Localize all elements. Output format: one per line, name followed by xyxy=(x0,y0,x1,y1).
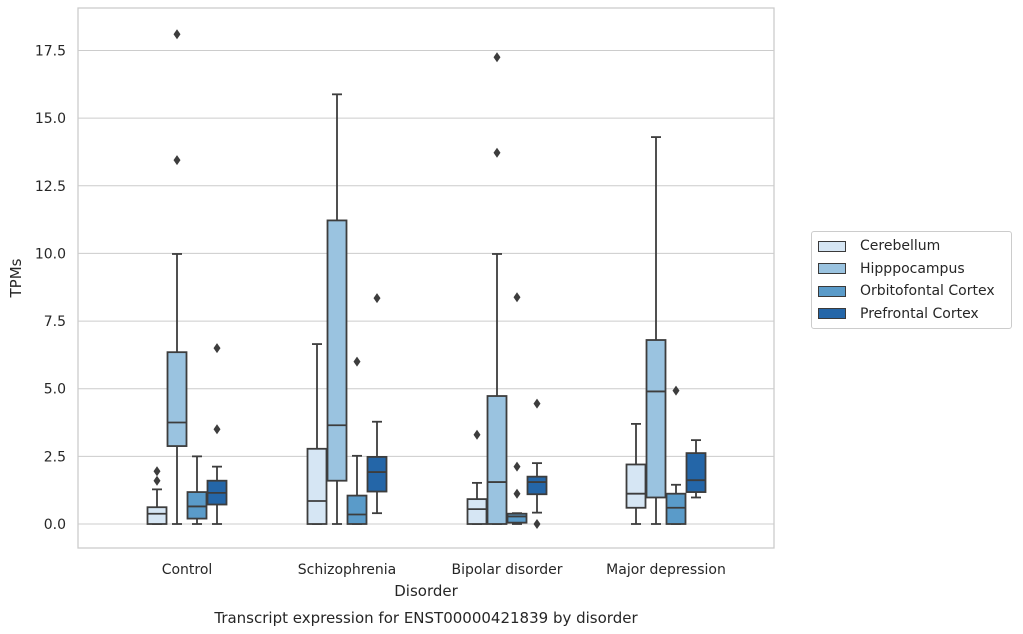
box-iqr xyxy=(166,351,188,447)
outlier-point xyxy=(173,155,181,166)
outlier-point xyxy=(353,356,361,367)
plot-frame xyxy=(77,7,775,549)
outlier-point xyxy=(473,429,481,440)
legend: Cerebellum Hipppocampus Orbitofontal Cor… xyxy=(811,231,1012,329)
x-tick-label: Control xyxy=(162,562,213,578)
box-iqr xyxy=(186,491,208,520)
box-hipppocampus-1 xyxy=(326,93,348,525)
legend-item-orbitofrontal-cortex: Orbitofontal Cortex xyxy=(812,280,1011,303)
outlier-point xyxy=(373,293,381,304)
box-iqr xyxy=(346,494,368,525)
box-prefrontal-cortex-1 xyxy=(366,293,388,515)
box-cerebellum-3 xyxy=(625,422,647,525)
chart-caption: Transcript expression for ENST0000042183… xyxy=(213,609,638,627)
outlier-point xyxy=(153,475,161,486)
outlier-point xyxy=(672,385,680,396)
outlier-point xyxy=(213,343,221,354)
box-prefrontal-cortex-2 xyxy=(526,398,548,529)
legend-item-cerebellum: Cerebellum xyxy=(812,235,1011,258)
box-iqr xyxy=(506,512,528,524)
box-hipppocampus-3 xyxy=(645,136,667,525)
y-tick-label: 17.5 xyxy=(35,44,66,60)
box-iqr xyxy=(306,447,328,525)
y-tick-label: 10.0 xyxy=(35,246,66,262)
box-iqr xyxy=(665,492,687,525)
outlier-point xyxy=(173,29,181,40)
box-prefrontal-cortex-0 xyxy=(206,343,228,525)
outlier-point xyxy=(533,398,541,409)
x-tick-label: Major depression xyxy=(606,562,726,578)
box-orbitofontal-cortex-1 xyxy=(346,356,368,525)
box-hipppocampus-0 xyxy=(166,29,188,525)
legend-swatch xyxy=(818,308,846,320)
legend-item-hippocampus: Hipppocampus xyxy=(812,258,1011,281)
outlier-point xyxy=(513,461,521,472)
box-cerebellum-1 xyxy=(306,343,328,525)
legend-swatch xyxy=(818,240,846,252)
outlier-point xyxy=(213,424,221,435)
legend-label: Cerebellum xyxy=(860,238,941,255)
box-orbitofontal-cortex-2 xyxy=(506,292,528,525)
y-axis-label: TPMs xyxy=(7,258,25,298)
outlier-point xyxy=(513,292,521,303)
legend-swatch xyxy=(818,285,846,297)
box-iqr xyxy=(326,219,348,482)
box-iqr xyxy=(625,463,647,509)
box-iqr xyxy=(486,395,508,525)
outlier-point xyxy=(493,52,501,63)
box-iqr xyxy=(146,506,168,525)
box-cerebellum-0 xyxy=(146,466,168,525)
box-orbitofontal-cortex-0 xyxy=(186,455,208,525)
box-hipppocampus-2 xyxy=(486,52,508,525)
box-iqr xyxy=(466,498,488,525)
y-tick-label: 5.0 xyxy=(44,382,66,398)
y-tick-label: 15.0 xyxy=(35,111,66,127)
y-tick-label: 12.5 xyxy=(35,179,66,195)
x-tick-label: Bipolar disorder xyxy=(451,562,562,578)
y-tick-label: 0.0 xyxy=(44,517,66,533)
legend-swatch xyxy=(818,263,846,275)
legend-label: Orbitofontal Cortex xyxy=(860,283,995,300)
box-iqr xyxy=(526,475,548,496)
box-iqr xyxy=(645,339,667,499)
box-cerebellum-2 xyxy=(466,429,488,525)
outlier-point xyxy=(513,488,521,499)
box-prefrontal-cortex-3 xyxy=(685,439,707,499)
box-orbitofontal-cortex-3 xyxy=(665,385,687,525)
legend-label: Prefrontal Cortex xyxy=(860,305,979,322)
y-tick-label: 7.5 xyxy=(44,314,66,330)
outlier-point xyxy=(533,519,541,529)
y-tick-label: 2.5 xyxy=(44,449,66,465)
legend-label: Hipppocampus xyxy=(860,260,965,277)
outlier-point xyxy=(153,466,161,477)
x-axis-label: Disorder xyxy=(394,582,458,600)
outlier-point xyxy=(493,147,501,158)
box-iqr xyxy=(685,452,707,493)
box-iqr xyxy=(366,455,388,493)
x-tick-label: Schizophrenia xyxy=(298,562,396,578)
legend-item-prefrontal-cortex: Prefrontal Cortex xyxy=(812,303,1011,326)
